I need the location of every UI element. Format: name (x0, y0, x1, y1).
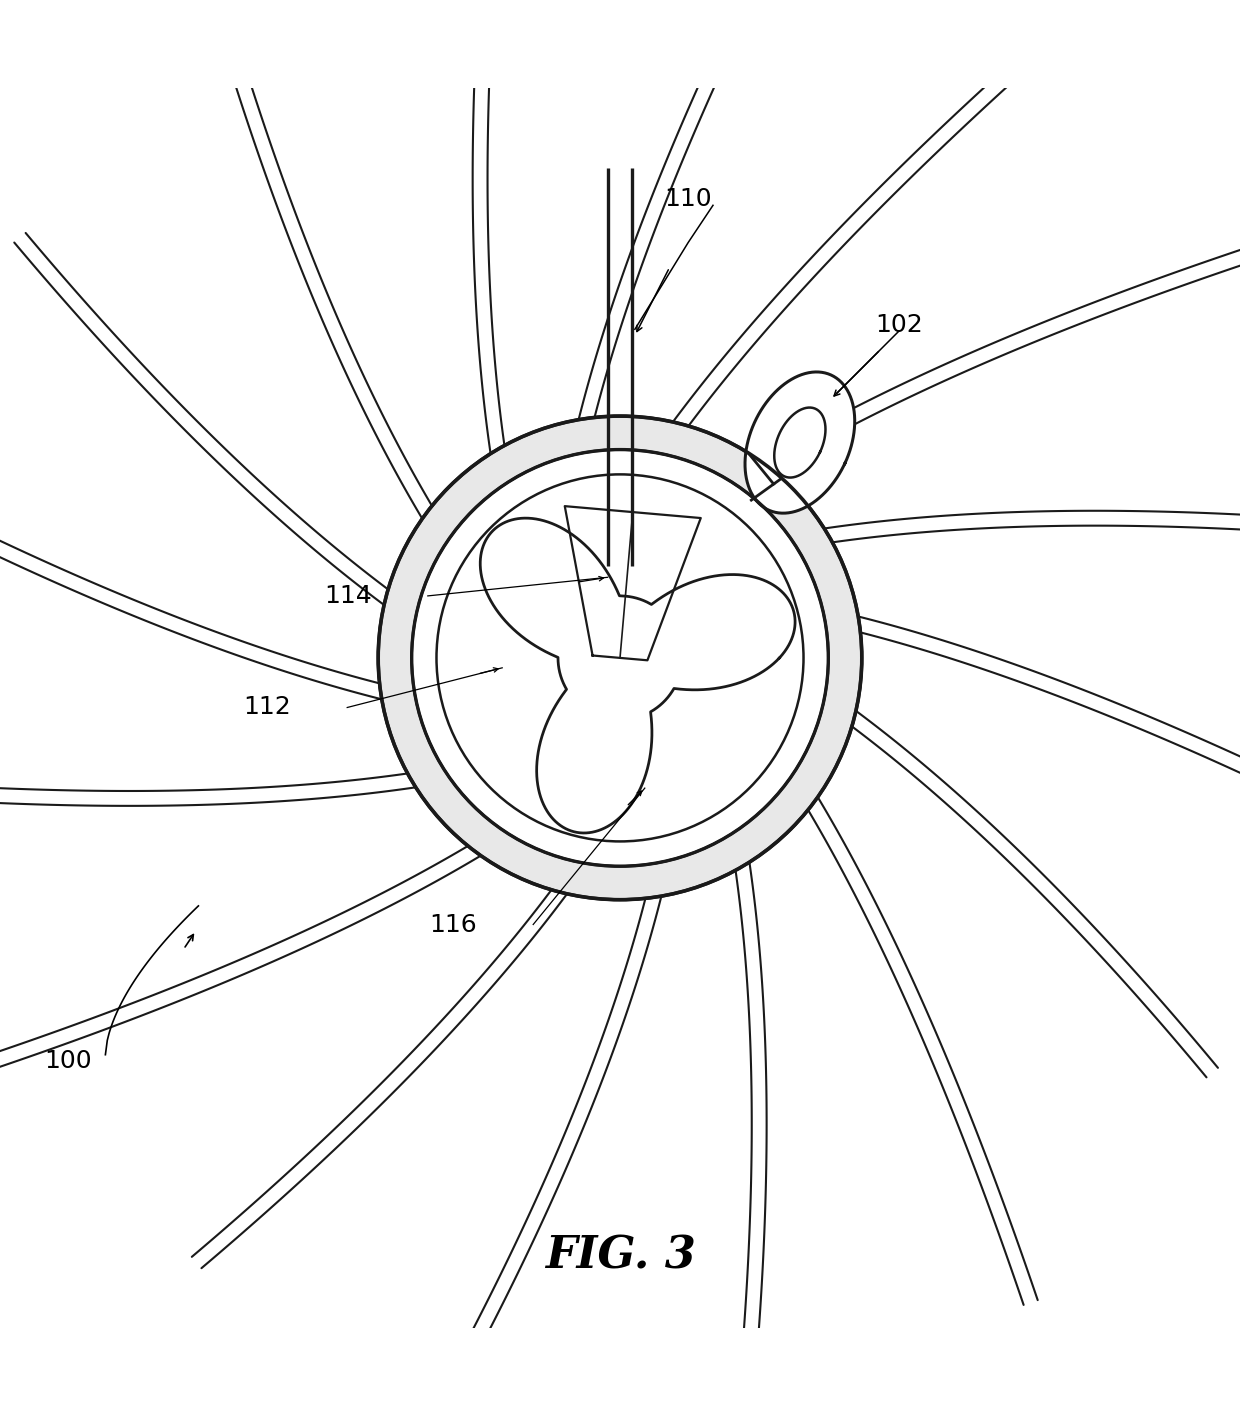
Circle shape (414, 451, 826, 863)
Text: 116: 116 (429, 913, 477, 937)
Text: 110: 110 (665, 187, 712, 211)
Polygon shape (745, 372, 854, 514)
Text: FIG. 3: FIG. 3 (544, 1234, 696, 1278)
Text: 114: 114 (324, 584, 372, 608)
Polygon shape (480, 518, 795, 833)
Text: 100: 100 (45, 1049, 92, 1073)
Text: 112: 112 (243, 696, 291, 719)
Text: 102: 102 (875, 313, 923, 337)
Circle shape (382, 420, 858, 896)
